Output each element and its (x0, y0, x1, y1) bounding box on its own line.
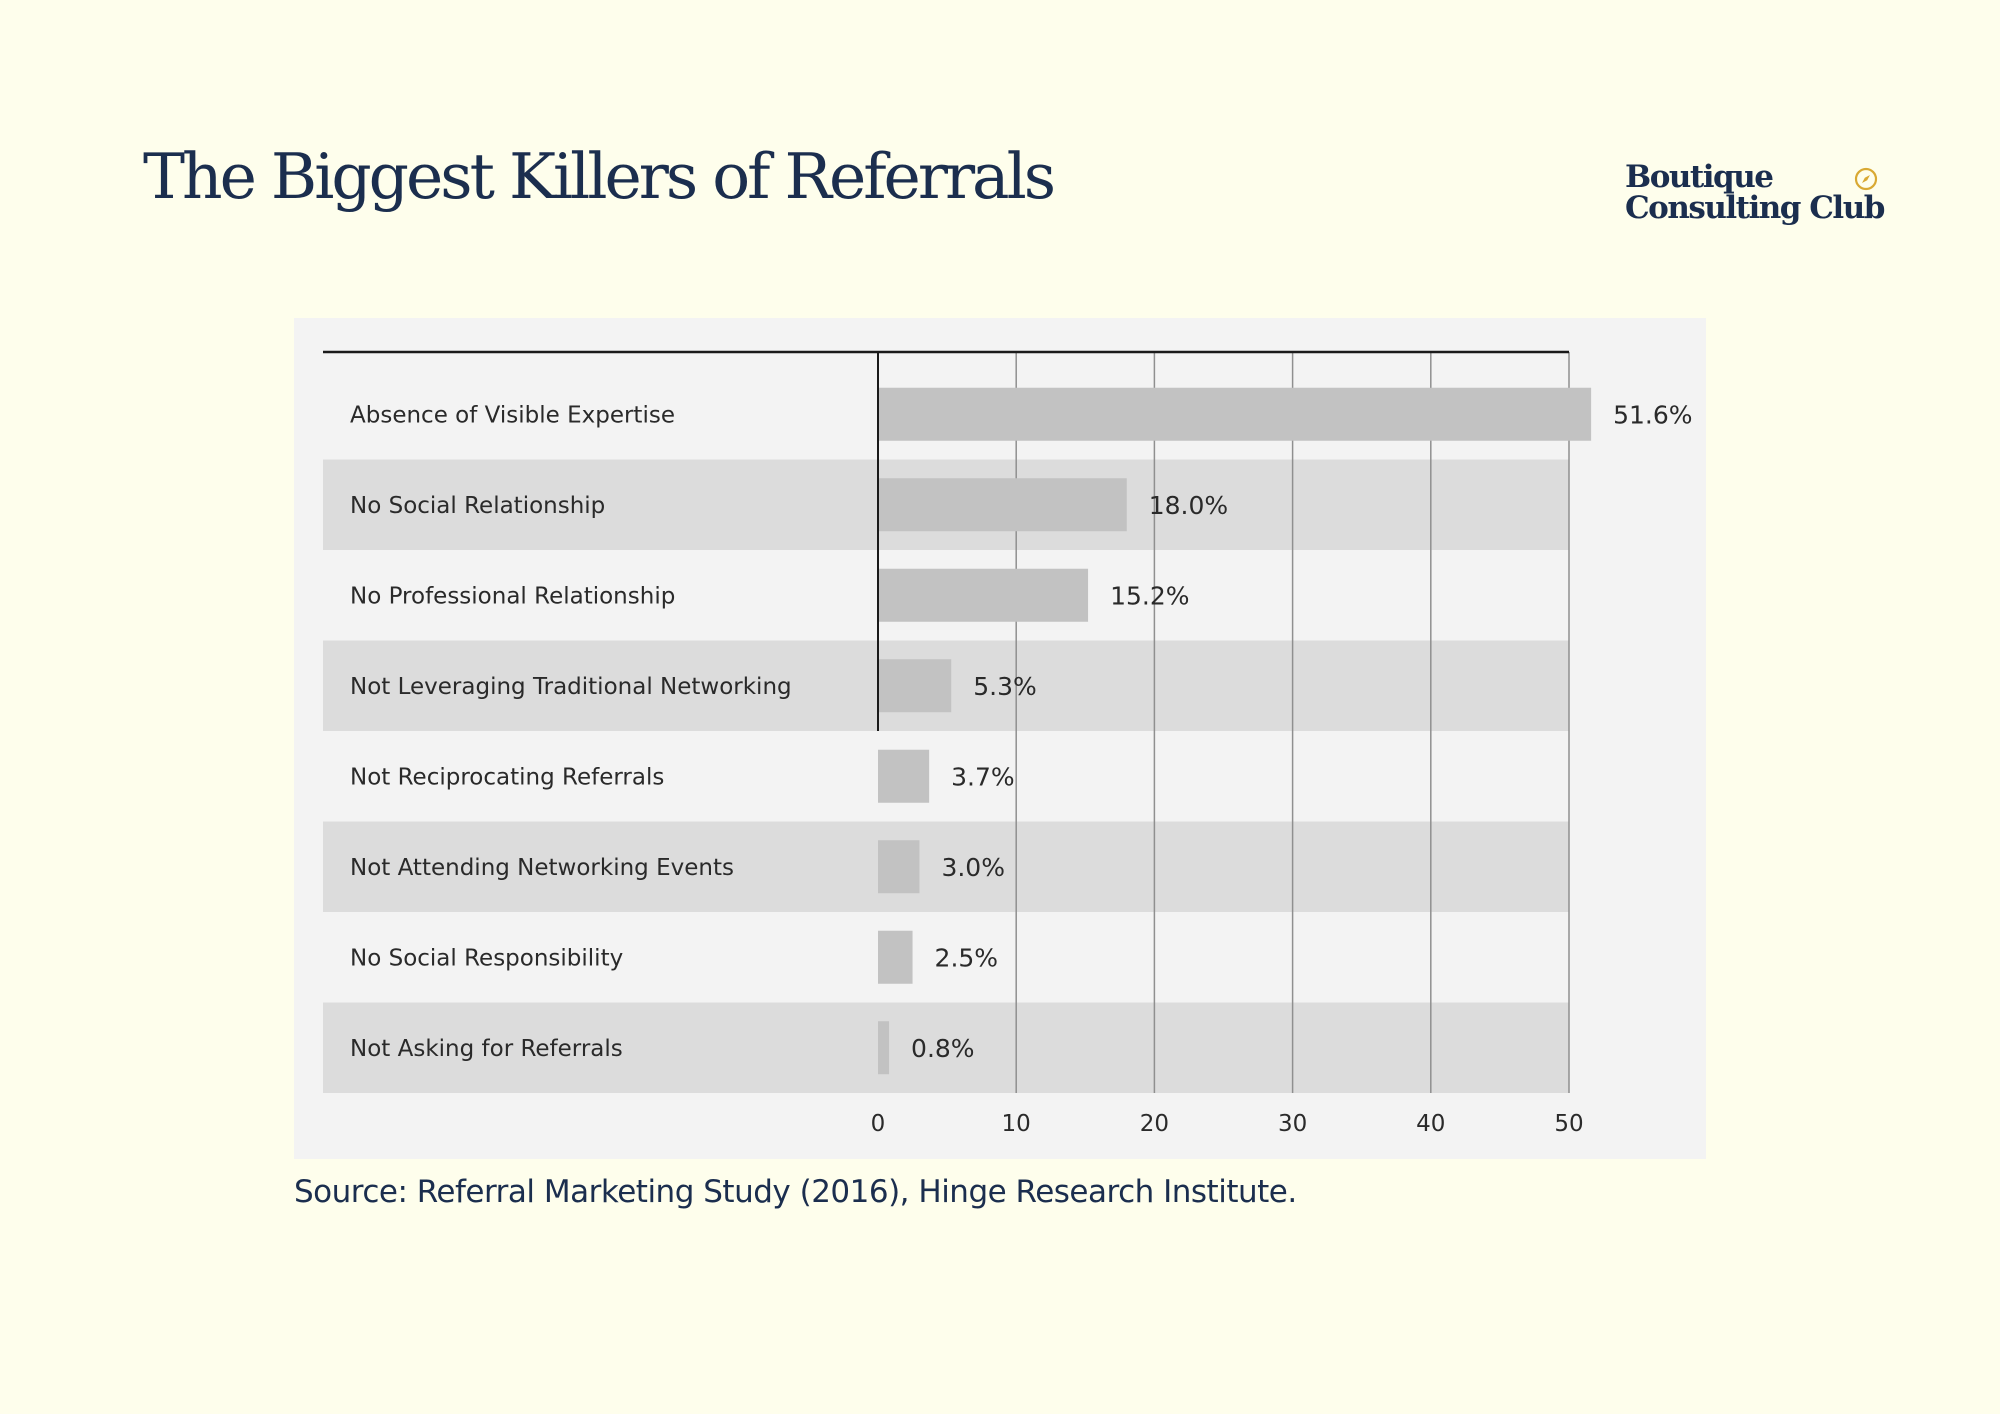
x-tick-label: 20 (1140, 1111, 1169, 1137)
compass-icon (1854, 167, 1878, 191)
bar (878, 659, 952, 713)
value-label: 51.6% (1613, 400, 1692, 429)
bar (878, 568, 1089, 622)
x-tick-label: 50 (1554, 1111, 1583, 1137)
logo-line-1: Boutique (1625, 159, 1774, 195)
category-label: Not Asking for Referrals (350, 1036, 623, 1062)
category-label: Not Attending Networking Events (350, 855, 734, 881)
bar (878, 930, 913, 984)
value-label: 3.7% (951, 762, 1015, 791)
chart-panel: Absence of Visible Expertise No Social Re… (294, 318, 1706, 1159)
page-title: The Biggest Killers of Referrals (143, 140, 1056, 213)
value-label: 3.0% (941, 853, 1005, 882)
x-tick-label: 40 (1416, 1111, 1445, 1137)
brand-logo: Boutique Consulting Club (1625, 159, 1885, 226)
bar (878, 478, 1127, 532)
value-label: 18.0% (1149, 491, 1228, 520)
value-label: 0.8% (911, 1034, 975, 1063)
bar-chart: Absence of Visible Expertise No Social Re… (323, 350, 1693, 1137)
x-tick-label: 30 (1278, 1111, 1307, 1137)
category-label: Not Leveraging Traditional Networking (350, 674, 792, 700)
bar (878, 387, 1592, 441)
category-label: No Social Responsibility (350, 945, 623, 971)
category-label: No Professional Relationship (350, 583, 675, 609)
bar (878, 840, 920, 894)
value-label: 15.2% (1110, 581, 1189, 610)
value-label: 2.5% (935, 943, 999, 972)
category-label: Absence of Visible Expertise (350, 402, 675, 428)
x-tick-label: 10 (1002, 1111, 1031, 1137)
source-note: Source: Referral Marketing Study (2016),… (294, 1174, 1297, 1210)
category-label: No Social Relationship (350, 493, 605, 519)
bar (878, 1021, 890, 1075)
row-stripe (323, 821, 1569, 912)
value-label: 5.3% (973, 672, 1037, 701)
x-tick-label: 0 (871, 1111, 886, 1137)
category-label: Not Reciprocating Referrals (350, 764, 664, 790)
bar (878, 749, 930, 803)
logo-line-2: Consulting Club (1625, 190, 1885, 226)
row-stripe (323, 1002, 1569, 1093)
